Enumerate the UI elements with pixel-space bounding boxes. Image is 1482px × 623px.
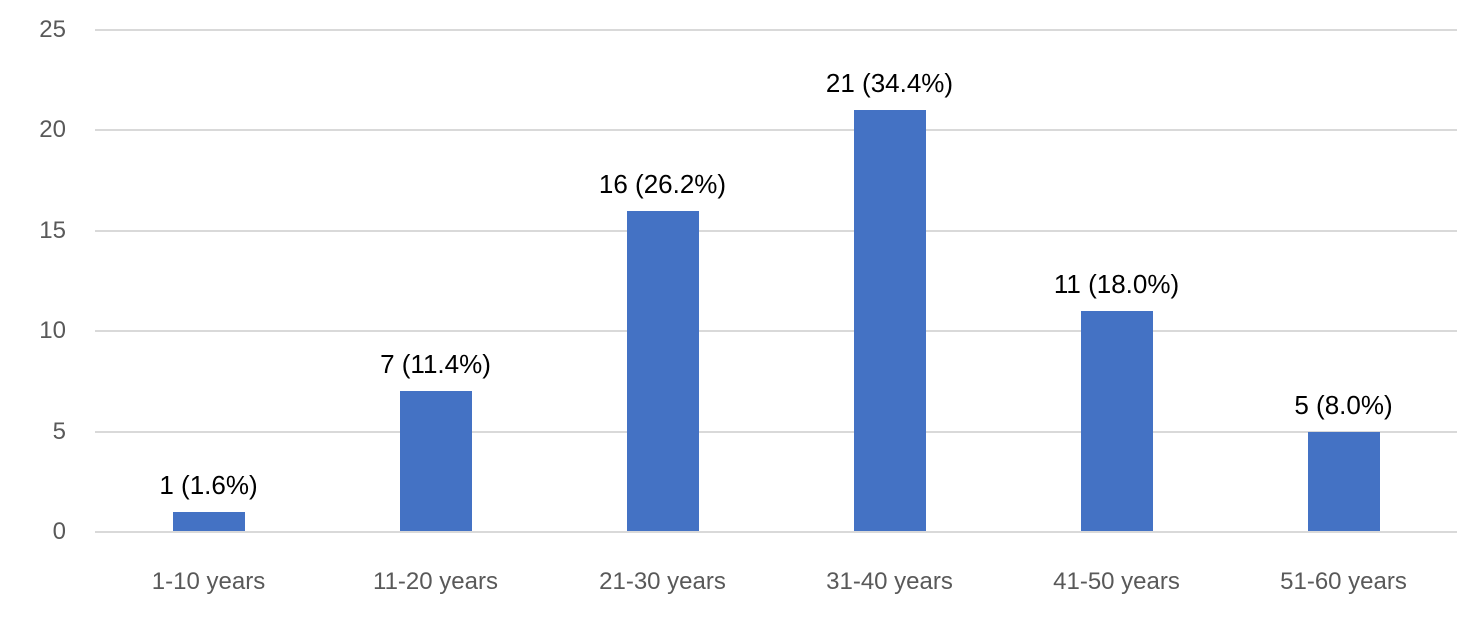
y-tick-label: 0 (52, 518, 66, 545)
bar-data-label: 21 (34.4%) (825, 68, 954, 99)
bar (626, 210, 699, 531)
gridline (95, 430, 1457, 433)
x-category-label: 11-20 years (373, 568, 498, 595)
x-category-label: 1-10 years (151, 568, 266, 595)
x-category-label: 31-40 years (826, 568, 953, 595)
x-category-label: 51-60 years (1280, 568, 1407, 595)
bar-data-label: 7 (11.4%) (380, 349, 491, 380)
gridline (95, 531, 1457, 533)
x-category-label: 21-30 years (599, 568, 726, 595)
y-tick-label: 20 (39, 116, 66, 144)
y-tick-label: 15 (39, 216, 66, 244)
x-category-label: 41-50 years (1053, 568, 1180, 595)
y-tick-label: 5 (52, 417, 66, 445)
bar (172, 511, 245, 531)
gridline (95, 29, 1457, 31)
bar (853, 110, 926, 531)
bar (1307, 431, 1380, 531)
gridline (95, 330, 1457, 333)
bar-data-label: 5 (8.0%) (1294, 389, 1393, 420)
bar (399, 391, 472, 531)
y-tick-label: 10 (39, 317, 66, 345)
bar-data-label: 1 (1.6%) (159, 469, 258, 500)
gridline (95, 129, 1457, 132)
bar-data-label: 16 (26.2%) (598, 168, 727, 199)
gridline (95, 229, 1457, 232)
y-tick-label: 25 (39, 16, 66, 43)
bar-data-label: 11 (18.0%) (1053, 269, 1180, 300)
bar (1080, 311, 1153, 531)
